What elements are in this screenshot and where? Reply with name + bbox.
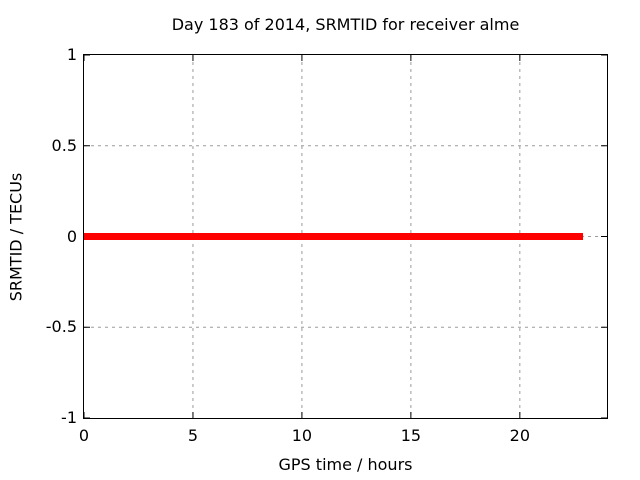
y-tick-label: 0 — [66, 226, 77, 246]
x-tick-label: 20 — [509, 426, 530, 445]
x-tick-label: 0 — [78, 426, 90, 445]
x-tick-label: 10 — [291, 426, 313, 445]
y-tick-label: -0.5 — [45, 317, 77, 337]
plot-svg — [84, 55, 607, 418]
x-tick-label: 5 — [187, 426, 199, 445]
plot-area — [83, 54, 608, 419]
y-tick-label: -1 — [61, 408, 77, 427]
x-axis-title: GPS time / hours — [278, 455, 413, 474]
y-tick-label: 0.5 — [51, 135, 77, 155]
chart-title: Day 183 of 2014, SRMTID for receiver alm… — [171, 15, 520, 34]
y-tick-label: 1 — [66, 45, 77, 64]
x-tick-label: 15 — [400, 426, 422, 445]
